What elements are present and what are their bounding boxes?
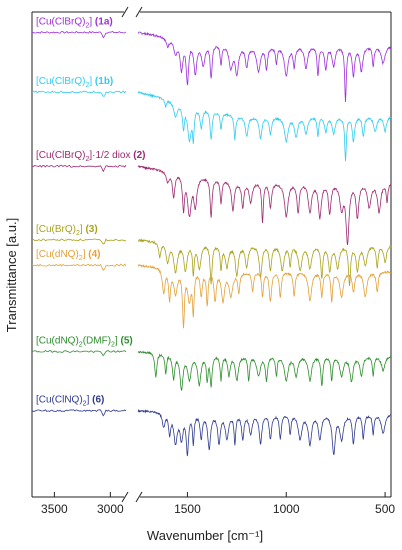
axis-break-mark <box>135 491 143 503</box>
x-axis-label: Wavenumber [cm⁻¹] <box>147 528 263 543</box>
x-tick-label: 3000 <box>97 502 124 516</box>
x-tick-label: 1500 <box>174 502 201 516</box>
trace-low-1 <box>137 90 392 162</box>
x-tick-label: 500 <box>375 502 395 516</box>
trace-low-0 <box>137 31 392 103</box>
x-tick-label: 3500 <box>41 502 68 516</box>
trace-low-6 <box>137 408 392 457</box>
trace-high-5 <box>31 349 127 357</box>
trace-high-2 <box>31 164 127 173</box>
legend-entry: [Cu(BrQ)2] (3) <box>36 224 98 237</box>
y-axis-label: Transmittance [a.u.] <box>4 218 19 332</box>
axis-break-mark <box>121 6 129 18</box>
axis-break-mark <box>121 491 129 503</box>
trace-low-5 <box>137 350 392 391</box>
x-tick-label: 1000 <box>273 502 300 516</box>
x-axis-ticks: 3500 3000 1500 1000 500 <box>41 492 395 516</box>
trace-high-4 <box>31 263 127 271</box>
trace-low-4 <box>137 264 392 329</box>
trace-low-2 <box>137 165 392 245</box>
trace-high-6 <box>31 409 127 417</box>
legend-entry: [Cu(ClBrQ)2]·1/2 diox (2) <box>36 150 146 163</box>
trace-high-1 <box>31 90 127 97</box>
legend-entry: [Cu(dNQ)2] (4) <box>36 249 101 262</box>
spectra-traces <box>31 30 392 457</box>
trace-high-3 <box>31 238 126 245</box>
plot-frame <box>31 6 392 503</box>
trace-high-0 <box>31 30 127 39</box>
legend-entry: [Cu(ClBrQ)2] (1b) <box>36 76 113 89</box>
legend-entry: [Cu(ClNQ)2] (6) <box>36 395 104 408</box>
axis-break-mark <box>135 6 143 18</box>
legend-entry: [Cu(dNQ)2(DMF)2] (5) <box>36 336 133 349</box>
trace-low-3 <box>137 238 392 287</box>
legend-entry: [Cu(ClBrQ)2] (1a) <box>36 16 113 29</box>
legend: [Cu(ClBrQ)2] (1a) [Cu(ClBrQ)2] (1b) [Cu(Cl… <box>36 16 146 407</box>
